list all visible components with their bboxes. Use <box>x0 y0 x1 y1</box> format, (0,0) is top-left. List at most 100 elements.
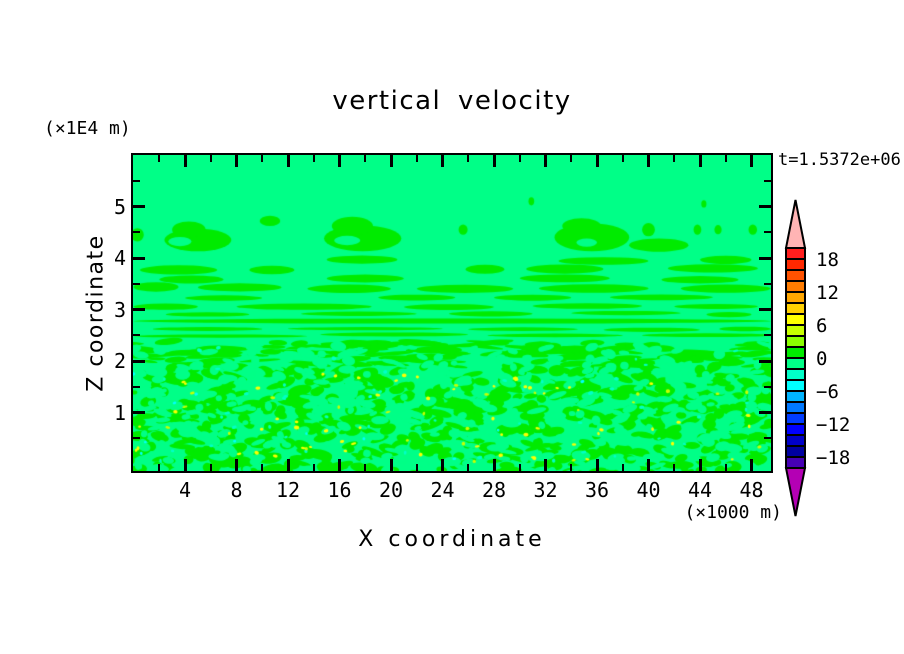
x-minor-tick <box>673 464 676 471</box>
contour-field <box>133 155 771 471</box>
colorbar-cell <box>785 423 806 436</box>
x-major-tick <box>338 155 341 167</box>
y-tick-label: 1 <box>113 400 126 425</box>
x-minor-tick <box>467 155 470 162</box>
x-minor-tick <box>518 464 521 471</box>
y-minor-tick <box>764 437 771 440</box>
x-tick-label: 32 <box>533 478 558 502</box>
y-minor-tick <box>133 231 140 234</box>
colorbar-cell <box>785 269 806 282</box>
x-major-tick <box>286 459 290 471</box>
x-tick-label: 16 <box>327 478 352 502</box>
x-minor-tick <box>570 155 573 162</box>
y-major-tick <box>759 256 771 260</box>
x-tick-label: 12 <box>275 478 301 502</box>
y-minor-tick <box>133 282 140 285</box>
y-minor-tick <box>133 385 140 388</box>
x-major-tick <box>698 459 702 471</box>
y-axis-unit-label: (×1E4 m) <box>44 118 131 139</box>
x-major-tick <box>544 459 547 471</box>
colorbar: 18 12 6 0 −6 −12 −18 <box>784 199 850 517</box>
colorbar-under-arrow <box>784 467 807 517</box>
colorbar-cell <box>785 379 806 392</box>
x-major-tick <box>544 155 547 167</box>
x-minor-tick <box>518 155 521 162</box>
x-minor-tick <box>261 464 264 471</box>
colorbar-cell <box>785 456 806 469</box>
colorbar-cell <box>785 401 806 414</box>
colorbar-label: −6 <box>816 381 839 403</box>
x-tick-label: 48 <box>739 478 764 502</box>
x-major-tick <box>750 155 753 167</box>
x-minor-tick <box>261 155 264 162</box>
x-minor-tick <box>209 464 212 471</box>
x-major-tick <box>750 459 753 471</box>
colorbar-cell <box>785 258 806 271</box>
x-major-tick <box>235 155 238 167</box>
y-tick-label: 5 <box>113 194 126 219</box>
x-minor-tick <box>312 464 315 471</box>
y-minor-tick <box>764 385 771 388</box>
colorbar-cell <box>785 313 806 326</box>
x-minor-tick <box>621 464 624 471</box>
y-minor-tick <box>133 334 140 337</box>
x-tick-label: 20 <box>378 478 404 502</box>
y-minor-tick <box>764 334 771 337</box>
x-major-tick <box>647 155 650 167</box>
time-annotation: t=1.5372e+06 <box>778 150 901 170</box>
x-major-tick <box>647 459 650 471</box>
x-tick-label: 40 <box>636 478 661 502</box>
colorbar-label: 12 <box>816 282 839 304</box>
x-major-tick <box>286 155 290 167</box>
colorbar-label: 6 <box>816 315 827 337</box>
y-major-tick <box>133 256 145 260</box>
y-major-tick <box>133 308 145 311</box>
y-minor-tick <box>764 179 771 182</box>
colorbar-cell <box>785 346 806 359</box>
y-major-tick <box>759 205 771 208</box>
colorbar-cell <box>785 357 806 370</box>
colorbar-cell <box>785 324 806 337</box>
y-major-tick <box>759 308 771 311</box>
colorbar-over-arrow <box>784 199 807 249</box>
x-major-tick <box>183 459 187 471</box>
x-minor-tick <box>158 464 161 471</box>
colorbar-label: −18 <box>816 447 850 469</box>
y-major-tick <box>759 411 771 414</box>
y-major-tick <box>133 205 145 208</box>
x-minor-tick <box>415 464 418 471</box>
y-minor-tick <box>764 282 771 285</box>
colorbar-cell <box>785 335 806 348</box>
x-major-tick <box>595 459 599 471</box>
x-minor-tick <box>209 155 212 162</box>
y-minor-tick <box>133 179 140 182</box>
colorbar-cell <box>785 280 806 293</box>
y-minor-tick <box>133 437 140 440</box>
x-major-tick <box>441 459 444 471</box>
colorbar-cell <box>785 445 806 458</box>
y-minor-tick <box>764 231 771 234</box>
x-major-tick <box>389 459 393 471</box>
y-tick-label: 2 <box>113 349 126 373</box>
x-minor-tick <box>467 464 470 471</box>
x-major-tick <box>235 459 238 471</box>
x-major-tick <box>492 155 496 167</box>
x-major-tick <box>389 155 393 167</box>
x-minor-tick <box>415 155 418 162</box>
y-tick-label: 4 <box>113 246 126 270</box>
y-tick-label: 3 <box>113 297 126 322</box>
x-major-tick <box>492 459 496 471</box>
x-tick-label: 28 <box>481 478 507 502</box>
colorbar-cell <box>785 434 806 447</box>
x-tick-label: 4 <box>178 478 192 502</box>
colorbar-cell <box>785 412 806 425</box>
x-axis-unit-label: (×1000 m) <box>684 502 782 523</box>
x-tick-label: 36 <box>584 478 610 502</box>
x-major-tick <box>698 155 702 167</box>
colorbar-cell <box>785 247 806 260</box>
colorbar-label: −12 <box>816 414 850 436</box>
colorbar-cell <box>785 302 806 315</box>
x-major-tick <box>595 155 599 167</box>
colorbar-cell <box>785 368 806 381</box>
